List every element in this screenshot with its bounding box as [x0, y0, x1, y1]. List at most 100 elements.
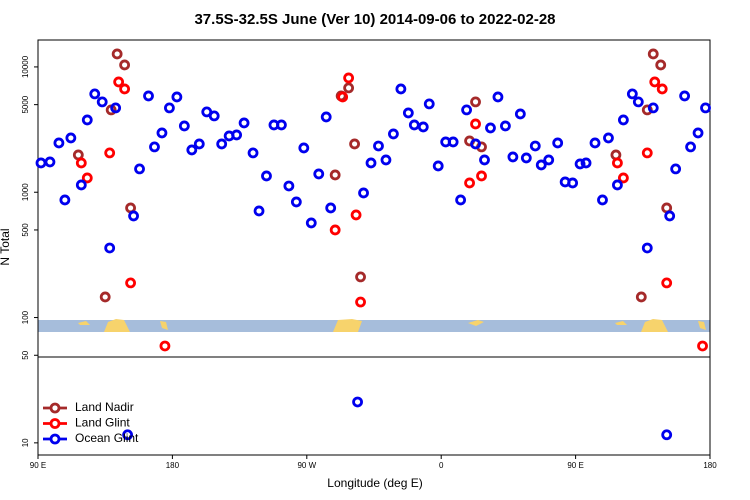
- point: [104, 147, 116, 159]
- point: [247, 147, 259, 159]
- point: [261, 170, 272, 182]
- land-shape: [78, 321, 90, 325]
- point: [470, 118, 481, 130]
- point: [589, 137, 601, 149]
- ocean-strip: [38, 320, 710, 332]
- x-tick-label: 90 E: [30, 461, 46, 470]
- point: [119, 83, 131, 95]
- point: [290, 196, 302, 208]
- point: [514, 108, 526, 120]
- y-tick-label: 50: [21, 350, 30, 359]
- point: [500, 120, 511, 132]
- x-axis-label: Longitude (deg E): [327, 476, 422, 490]
- point: [535, 159, 547, 171]
- point: [164, 102, 175, 114]
- point: [417, 121, 429, 133]
- point: [329, 224, 341, 236]
- land-shape: [641, 319, 668, 332]
- legend-label: Land Glint: [75, 416, 130, 430]
- legend-marker: [49, 418, 61, 429]
- point: [380, 154, 392, 166]
- point: [65, 132, 77, 144]
- map-strip: [38, 319, 710, 332]
- legend-marker: [49, 433, 61, 445]
- point: [455, 194, 467, 206]
- point: [125, 277, 136, 289]
- y-tick-label: 10: [21, 438, 30, 447]
- series: [35, 83, 711, 441]
- point: [81, 114, 93, 126]
- point: [365, 157, 377, 169]
- point: [358, 187, 369, 199]
- legend-label: Land Nadir: [75, 400, 134, 414]
- y-tick-label: 10000: [21, 55, 30, 78]
- legend-label: Ocean Glint: [75, 431, 139, 445]
- point: [298, 142, 310, 154]
- point: [305, 217, 317, 229]
- y-tick-label: 500: [21, 223, 30, 237]
- point: [178, 120, 190, 132]
- point: [388, 128, 399, 140]
- point: [110, 102, 122, 114]
- point: [320, 111, 332, 123]
- point: [122, 429, 133, 441]
- point: [520, 152, 532, 164]
- point: [567, 177, 579, 189]
- point: [343, 72, 355, 84]
- land-shape: [615, 321, 627, 325]
- point: [647, 48, 659, 60]
- point: [617, 172, 629, 184]
- x-tick-label: 180: [166, 461, 180, 470]
- point: [661, 429, 673, 441]
- point: [661, 277, 673, 289]
- point: [649, 76, 661, 88]
- point: [99, 291, 111, 303]
- land-shape: [468, 320, 484, 326]
- point: [402, 107, 414, 119]
- point: [461, 104, 472, 116]
- point: [685, 141, 696, 153]
- point: [697, 340, 708, 352]
- point: [447, 136, 459, 148]
- point: [355, 296, 366, 308]
- point: [632, 96, 644, 108]
- point: [597, 194, 608, 206]
- point: [89, 88, 101, 100]
- series: [75, 72, 708, 352]
- point: [81, 172, 93, 184]
- point: [580, 157, 592, 169]
- y-tick-label: 5000: [21, 95, 30, 113]
- point: [193, 138, 205, 150]
- point: [104, 242, 116, 254]
- point: [507, 151, 519, 163]
- point: [171, 91, 183, 103]
- point: [276, 119, 287, 131]
- x-tick-label: 180: [703, 461, 717, 470]
- point: [647, 102, 659, 114]
- point: [692, 127, 704, 139]
- x-tick-label: 90 E: [567, 461, 583, 470]
- point: [464, 177, 475, 189]
- land-shape: [160, 321, 168, 330]
- point: [470, 96, 481, 108]
- point: [612, 157, 623, 169]
- point: [156, 127, 168, 139]
- point: [325, 202, 337, 214]
- point: [603, 132, 614, 144]
- point: [119, 59, 131, 71]
- point: [337, 91, 349, 103]
- legend-marker: [49, 402, 61, 414]
- point: [283, 180, 295, 192]
- x-tick-label: 0: [439, 461, 444, 470]
- point: [395, 83, 407, 95]
- point: [552, 137, 564, 149]
- y-tick-label: 100: [21, 310, 30, 324]
- point: [492, 91, 504, 103]
- y-tick-label: 1000: [21, 183, 30, 201]
- point: [216, 138, 228, 150]
- point: [470, 138, 481, 150]
- point: [59, 194, 71, 206]
- point: [238, 117, 250, 129]
- point: [343, 82, 355, 94]
